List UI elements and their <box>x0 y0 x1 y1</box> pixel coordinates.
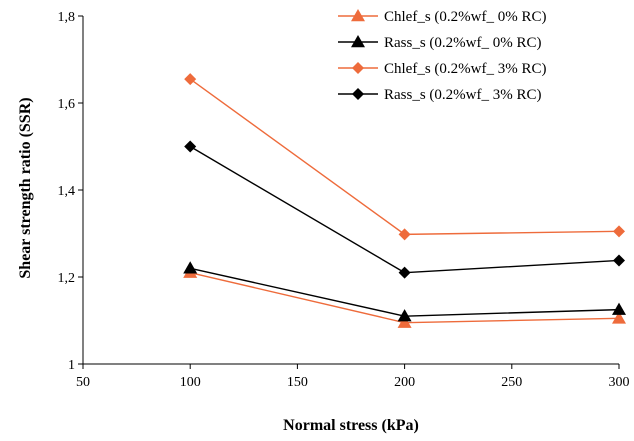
data-point <box>184 73 197 86</box>
x-tick-label: 100 <box>180 375 201 390</box>
legend-item: Rass_s (0.2%wf_ 3% RC) <box>338 87 542 103</box>
y-tick-label: 1 <box>68 358 75 373</box>
legend-item: Chlef_s (0.2%wf_ 0% RC) <box>338 9 546 25</box>
legend-item: Chlef_s (0.2%wf_ 3% RC) <box>338 61 546 77</box>
data-point <box>397 309 412 322</box>
x-tick-label: 150 <box>287 375 308 390</box>
data-point <box>398 228 411 241</box>
legend-label: Chlef_s (0.2%wf_ 0% RC) <box>384 9 546 25</box>
legend-label: Rass_s (0.2%wf_ 3% RC) <box>384 87 542 103</box>
series-1 <box>183 265 626 328</box>
legend-item: Rass_s (0.2%wf_ 0% RC) <box>338 35 542 51</box>
data-point <box>398 266 411 279</box>
series-4 <box>184 140 625 279</box>
x-tick-label: 50 <box>76 375 90 390</box>
legend-label: Rass_s (0.2%wf_ 0% RC) <box>384 35 542 51</box>
series-2 <box>183 261 626 322</box>
x-ticks: 50 100 150 200 250 300 <box>76 364 630 390</box>
data-point <box>613 254 625 267</box>
legend-label: Chlef_s (0.2%wf_ 3% RC) <box>384 61 546 77</box>
y-ticks: 1 1,2 1,4 1,6 1,8 <box>58 10 83 373</box>
data-point <box>612 302 626 315</box>
series-group <box>183 73 626 328</box>
legend-marker <box>351 35 365 48</box>
y-tick-label: 1,4 <box>58 184 76 199</box>
legend-marker <box>352 88 364 100</box>
y-tick-label: 1,6 <box>58 97 76 112</box>
legend-marker <box>352 62 364 74</box>
data-point <box>612 311 626 324</box>
x-axis-label: Normal stress (kPa) <box>283 417 419 434</box>
data-point <box>397 315 412 328</box>
data-point <box>183 261 198 274</box>
y-tick-label: 1,2 <box>58 271 76 286</box>
data-point <box>184 140 197 153</box>
legend: Chlef_s (0.2%wf_ 0% RC) Rass_s (0.2%wf_ 0… <box>338 9 546 103</box>
series-line <box>189 145 620 274</box>
y-axis-label: Shear strength ratio (SSR) <box>17 97 34 278</box>
x-tick-label: 300 <box>609 375 630 390</box>
y-tick-label: 1,8 <box>58 10 76 25</box>
x-tick-label: 250 <box>501 375 522 390</box>
x-tick-label: 200 <box>394 375 415 390</box>
data-point <box>613 225 625 238</box>
series-3 <box>184 73 625 241</box>
legend-marker <box>351 9 365 22</box>
